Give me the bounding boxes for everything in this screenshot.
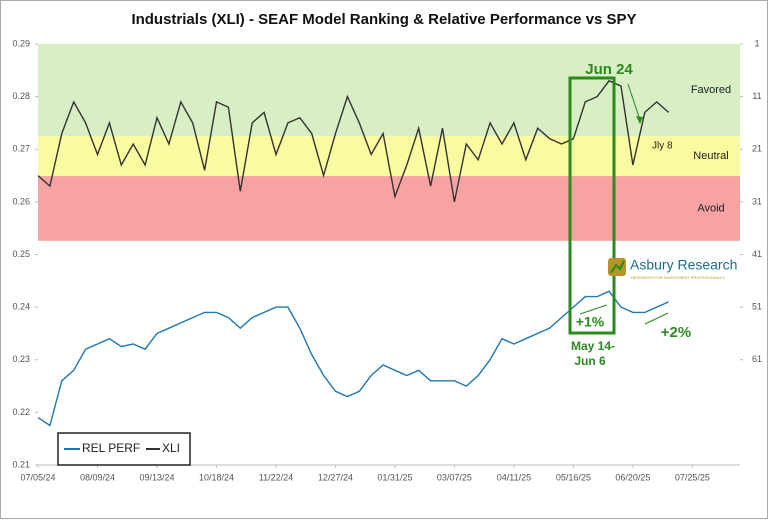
chart-title: Industrials (XLI) - SEAF Model Ranking &… <box>131 11 636 28</box>
band-label: Favored <box>691 84 731 96</box>
annotation: +2% <box>661 324 691 341</box>
y-tick-label: 0.29 <box>12 38 30 48</box>
y2-tick-label: 41 <box>752 249 762 259</box>
x-tick-label: 06/20/25 <box>615 472 650 482</box>
band-label: Avoid <box>697 202 724 214</box>
x-tick-label: 05/16/25 <box>556 472 591 482</box>
y2-tick-label: 31 <box>752 196 762 206</box>
y2-tick-label: 1 <box>754 38 759 48</box>
bands: Favored Neutral Avoid <box>38 44 740 241</box>
logo-icon-line <box>610 260 625 274</box>
x-tick-label: 07/05/24 <box>20 472 55 482</box>
band <box>38 176 740 241</box>
x-tick-label: 08/09/24 <box>80 472 115 482</box>
y-tick-label: 0.23 <box>12 354 30 364</box>
y-tick-label: 0.28 <box>12 91 30 101</box>
series-line <box>37 290 669 427</box>
x-tick-label: 01/31/25 <box>377 472 412 482</box>
y-tick-label: 0.24 <box>12 302 30 312</box>
legend: REL PERF XLI <box>57 432 191 466</box>
y-tick-label: 0.26 <box>12 196 30 206</box>
x-tick-label: 11/22/24 <box>259 472 293 482</box>
y2-tick-label: 21 <box>752 144 762 154</box>
annotation: May 14- <box>571 339 615 353</box>
y2-tick-label: 51 <box>752 302 762 312</box>
y-tick-label: 0.22 <box>12 407 30 417</box>
arrow <box>579 304 608 315</box>
annotation: Jun 6 <box>574 354 606 368</box>
arrow-head <box>636 116 643 124</box>
y-tick-label: 0.21 <box>12 459 30 469</box>
arrow <box>644 312 669 325</box>
y-tick-label: 0.25 <box>12 249 30 259</box>
logo: Asbury Research RESEARCH FOR INVESTMENT … <box>608 257 737 280</box>
annotation: Jun 24 <box>585 61 633 78</box>
x-tick-label: 07/25/25 <box>675 472 710 482</box>
x-tick-label: 04/11/25 <box>497 472 531 482</box>
arrow <box>627 83 641 121</box>
x-tick-label: 03/07/25 <box>437 472 472 482</box>
legend-label: REL PERF <box>82 441 140 455</box>
band <box>38 44 740 137</box>
logo-tagline: RESEARCH FOR INVESTMENT PROFESSIONALS <box>631 275 725 280</box>
x-tick-label: 12/27/24 <box>318 472 353 482</box>
annotation: +1% <box>576 314 605 330</box>
series-line <box>37 79 670 203</box>
y2-tick-label: 11 <box>752 91 761 101</box>
lines <box>37 79 670 427</box>
legend-label: XLI <box>162 441 180 455</box>
highlight-box <box>568 76 616 335</box>
y-tick-label: 0.27 <box>12 144 30 154</box>
logo-name: Asbury Research <box>630 257 737 273</box>
band <box>38 136 740 177</box>
y2-tick-label: 61 <box>752 354 762 364</box>
x-tick-label: 09/13/24 <box>139 472 174 482</box>
annotation: Jly 8 <box>652 141 673 152</box>
x-tick-label: 10/18/24 <box>199 472 234 482</box>
band-label: Neutral <box>693 150 728 162</box>
